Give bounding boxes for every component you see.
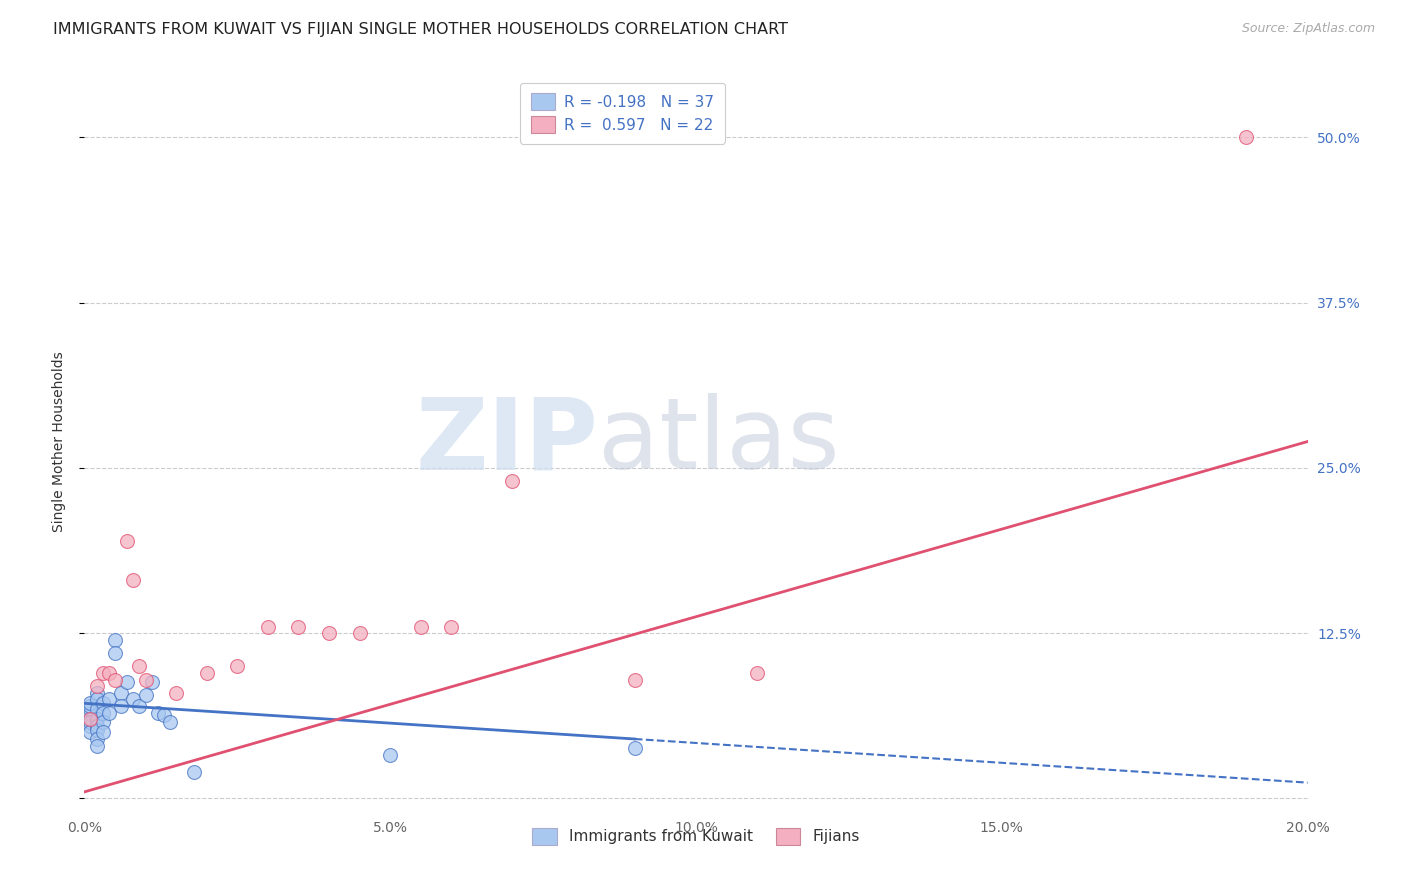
Point [86, 719, 108, 733]
Y-axis label: Single Mother Households: Single Mother Households [52, 351, 66, 532]
Point [153, 708, 176, 723]
Point [128, 698, 150, 713]
Point [79, 725, 101, 739]
Point [79, 712, 101, 726]
Point [226, 659, 249, 673]
Point [110, 698, 132, 713]
Point [91, 725, 114, 739]
Point [257, 620, 280, 634]
Point [128, 659, 150, 673]
Point [287, 620, 309, 634]
Point [115, 533, 138, 548]
Point [79, 698, 101, 713]
Point [79, 696, 101, 710]
Point [380, 747, 402, 762]
Point [86, 739, 108, 753]
Point [122, 574, 145, 588]
Point [97, 692, 120, 706]
Text: Source: ZipAtlas.com: Source: ZipAtlas.com [1241, 22, 1375, 36]
Point [141, 675, 163, 690]
Point [195, 665, 218, 680]
Point [86, 692, 108, 706]
Point [86, 686, 108, 700]
Point [86, 723, 108, 737]
Point [624, 673, 647, 687]
Point [97, 706, 120, 720]
Point [91, 665, 114, 680]
Point [91, 696, 114, 710]
Point [747, 665, 769, 680]
Point [165, 686, 187, 700]
Text: atlas: atlas [598, 393, 839, 490]
Point [183, 765, 205, 780]
Point [1236, 130, 1258, 145]
Point [97, 665, 120, 680]
Point [86, 712, 108, 726]
Point [79, 706, 101, 720]
Point [79, 719, 101, 733]
Point [104, 673, 127, 687]
Point [79, 712, 101, 726]
Legend: Immigrants from Kuwait, Fijians: Immigrants from Kuwait, Fijians [524, 821, 868, 852]
Point [135, 673, 157, 687]
Text: IMMIGRANTS FROM KUWAIT VS FIJIAN SINGLE MOTHER HOUSEHOLDS CORRELATION CHART: IMMIGRANTS FROM KUWAIT VS FIJIAN SINGLE … [53, 22, 789, 37]
Point [135, 689, 157, 703]
Point [79, 714, 101, 729]
Point [104, 646, 127, 660]
Text: ZIP: ZIP [415, 393, 598, 490]
Point [104, 632, 127, 647]
Point [440, 620, 463, 634]
Point [86, 701, 108, 715]
Point [349, 626, 371, 640]
Point [79, 701, 101, 715]
Point [146, 706, 169, 720]
Point [115, 675, 138, 690]
Point [91, 714, 114, 729]
Point [110, 686, 132, 700]
Point [318, 626, 340, 640]
Point [159, 714, 181, 729]
Point [86, 679, 108, 693]
Point [91, 706, 114, 720]
Point [502, 474, 524, 488]
Point [122, 692, 145, 706]
Point [409, 620, 432, 634]
Point [624, 741, 647, 756]
Point [86, 731, 108, 746]
